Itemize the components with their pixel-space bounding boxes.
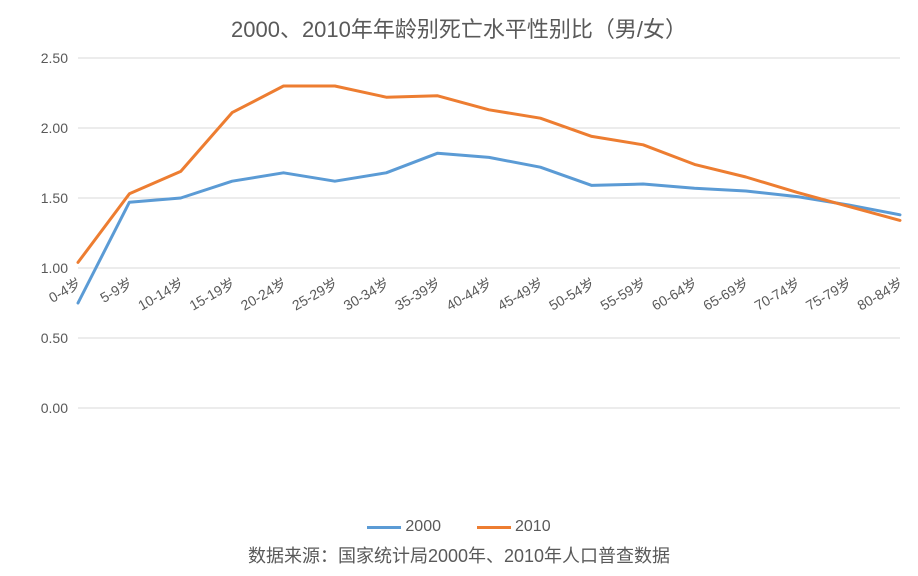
chart-svg: 0.000.501.001.502.002.500-4岁5-9岁10-14岁15…	[0, 0, 918, 576]
y-tick-label: 1.50	[41, 190, 68, 206]
y-tick-label: 1.00	[41, 260, 68, 276]
x-tick-label: 10-14岁	[135, 275, 186, 314]
y-tick-label: 0.00	[41, 400, 68, 416]
series-2010	[78, 86, 900, 262]
x-tick-label: 45-49岁	[495, 275, 546, 314]
y-tick-label: 2.00	[41, 120, 68, 136]
mortality-sex-ratio-chart: 2000、2010年年龄别死亡水平性别比（男/女） 0.000.501.001.…	[0, 0, 918, 576]
x-tick-label: 50-54岁	[546, 275, 597, 314]
x-tick-label: 55-59岁	[597, 275, 648, 314]
x-tick-label: 15-19岁	[186, 275, 237, 314]
x-tick-label: 40-44岁	[443, 275, 494, 314]
x-tick-label: 70-74岁	[752, 275, 803, 314]
y-tick-label: 2.50	[41, 50, 68, 66]
source-text: 数据来源：国家统计局2000年、2010年人口普查数据	[0, 542, 918, 568]
x-tick-label: 20-24岁	[238, 275, 289, 314]
legend: 2000 2010	[0, 518, 918, 536]
x-tick-label: 25-29岁	[289, 275, 340, 314]
x-tick-label: 35-39岁	[392, 275, 443, 314]
legend-item-2010: 2010	[477, 518, 551, 536]
legend-label: 2000	[405, 518, 441, 536]
x-tick-label: 65-69岁	[700, 275, 751, 314]
legend-swatch	[367, 526, 401, 529]
x-tick-label: 75-79岁	[803, 275, 854, 314]
y-tick-label: 0.50	[41, 330, 68, 346]
legend-swatch	[477, 526, 511, 529]
x-tick-label: 60-64岁	[649, 275, 700, 314]
x-tick-label: 30-34岁	[341, 275, 392, 314]
x-tick-label: 5-9岁	[97, 275, 135, 306]
x-tick-label: 80-84岁	[854, 275, 905, 314]
legend-label: 2010	[515, 518, 551, 536]
legend-item-2000: 2000	[367, 518, 441, 536]
